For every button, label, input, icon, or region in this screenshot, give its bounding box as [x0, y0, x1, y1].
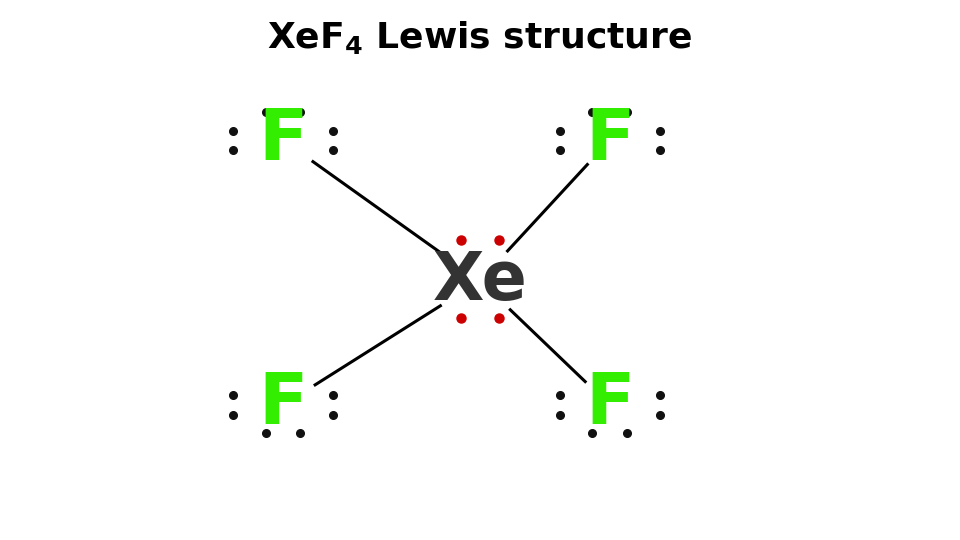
Text: F: F: [258, 370, 308, 440]
Text: F: F: [258, 106, 308, 175]
Text: Xe: Xe: [433, 248, 527, 314]
Text: $\bf{XeF_4}$ Lewis structure: $\bf{XeF_4}$ Lewis structure: [268, 19, 692, 56]
Text: F: F: [585, 370, 635, 440]
Text: F: F: [585, 106, 635, 175]
